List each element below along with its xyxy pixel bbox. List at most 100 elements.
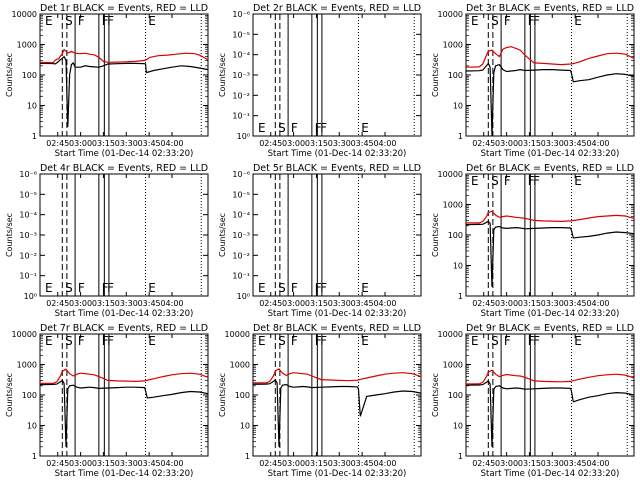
y-tick-label: 10⁻⁶ [232,10,250,19]
y-tick-label: 10⁻³ [232,71,250,80]
y-tick-label: 10 [453,422,463,431]
marker-label: E [574,174,582,188]
y-tick-label: 10⁰ [237,132,250,141]
panel-title: Det 2r BLACK = Events, RED = LLD [253,3,421,14]
y-tick-label: 10⁻¹ [19,272,37,281]
x-axis-label: Start Time (01-Dec-14 02:33:20) [268,469,407,479]
x-tick-label: 03:15 [305,299,328,308]
x-axis-label: Start Time (01-Dec-14 02:33:20) [55,309,194,319]
detector-panel-7: Det 7r BLACK = Events, RED = LLD 02:45 03:… [5,323,209,479]
marker-label: F [528,174,535,188]
marker-label: F [107,334,114,348]
x-tick-label: 03:45 [564,459,587,468]
x-tick-label: 02:45 [472,139,495,148]
y-tick-label: 100 [448,71,463,80]
x-tick-label: 02:45 [46,459,69,468]
y-tick-label: 10⁻² [232,251,250,260]
y-tick-label: 1000 [443,201,463,210]
y-axis-label: Counts/sec [218,53,227,97]
marker-label: E [574,334,582,348]
marker-label: E [148,334,156,348]
x-tick-label: 04:00 [586,299,609,308]
x-tick-label: 03:15 [305,139,328,148]
x-tick-label: 03:15 [518,139,541,148]
lld-series [39,48,209,64]
marker-label: E [471,334,479,348]
plot-frame [39,13,209,137]
marker-label: E [258,121,266,135]
y-tick-label: 1000 [443,361,463,370]
panel-title: Det 7r BLACK = Events, RED = LLD [40,323,208,334]
y-tick-label: 10⁻² [232,91,250,100]
y-tick-label: 100 [22,71,37,80]
x-tick-label: 04:00 [586,139,609,148]
y-axis-label: Counts/sec [431,53,440,97]
y-tick-label: 10⁻¹ [232,272,250,281]
marker-label: F [291,334,298,348]
marker-label: F [107,281,114,295]
marker-label: E [45,14,53,28]
marker-label: S [491,14,499,28]
x-tick-label: 02:45 [46,139,69,148]
y-tick-label: 10000 [438,10,463,19]
y-tick-label: 1000 [443,41,463,50]
y-tick-label: 10 [27,102,37,111]
marker-label: E [258,281,266,295]
y-tick-label: 10 [453,102,463,111]
x-tick-label: 02:45 [259,459,282,468]
marker-label: S [65,281,73,295]
marker-label: E [574,14,582,28]
lld-series [465,46,635,68]
x-tick-label: 03:00 [69,299,92,308]
x-axis-label: Start Time (01-Dec-14 02:33:20) [481,469,620,479]
y-tick-label: 10000 [12,10,37,19]
y-tick-label: 10⁰ [237,292,250,301]
y-axis-label: Counts/sec [5,213,14,257]
x-tick-label: 03:00 [69,459,92,468]
marker-label: F [533,14,540,28]
x-tick-label: 03:15 [92,139,115,148]
x-tick-label: 03:45 [351,139,374,148]
y-tick-label: 10⁻⁴ [19,211,37,220]
x-axis-label: Start Time (01-Dec-14 02:33:20) [55,469,194,479]
marker-label: F [78,334,85,348]
y-tick-label: 1 [32,452,37,461]
marker-label: F [291,121,298,135]
plot-frame [252,13,422,137]
marker-label: F [78,281,85,295]
y-tick-label: 10000 [438,330,463,339]
y-tick-label: 1 [458,452,463,461]
x-tick-label: 03:00 [282,459,305,468]
marker-label: F [504,174,511,188]
y-tick-label: 1000 [230,361,250,370]
y-axis-label: Counts/sec [431,213,440,257]
marker-label: E [471,174,479,188]
lld-series [466,210,635,224]
x-tick-label: 02:45 [259,299,282,308]
events-series [39,55,209,127]
marker-label: F [315,334,322,348]
x-tick-label: 02:45 [472,299,495,308]
marker-label: E [45,281,53,295]
x-tick-label: 02:45 [472,459,495,468]
x-tick-label: 03:30 [115,299,138,308]
x-tick-label: 03:30 [541,139,564,148]
events-series [252,379,422,447]
marker-label: S [65,14,73,28]
x-tick-label: 03:45 [564,299,587,308]
y-tick-label: 1 [245,452,250,461]
y-tick-label: 10⁻⁵ [232,30,250,39]
x-axis-label: Start Time (01-Dec-14 02:33:20) [268,309,407,319]
y-tick-label: 10 [27,422,37,431]
y-axis-label: Counts/sec [431,373,440,417]
x-axis-label: Start Time (01-Dec-14 02:33:20) [481,309,620,319]
marker-label: S [278,121,286,135]
x-tick-label: 03:30 [115,139,138,148]
